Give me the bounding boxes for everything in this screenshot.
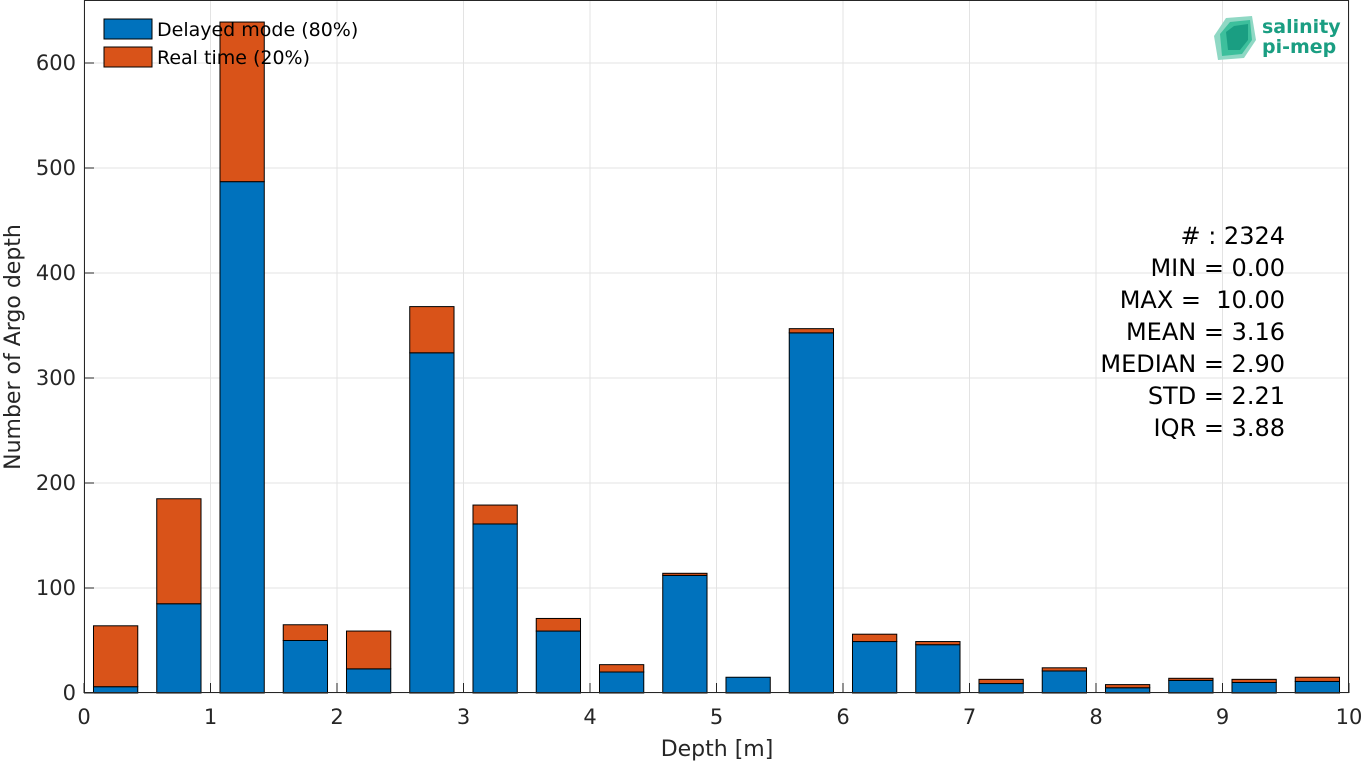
x-tick-label: 4: [583, 705, 596, 729]
bar-delayed-mode: [1041, 670, 1088, 694]
bar-real-time: [219, 21, 265, 183]
bar-delayed-mode: [915, 644, 961, 694]
legend-swatch-realtime: [103, 46, 153, 68]
bar-real-time: [409, 306, 455, 354]
y-tick-label: 400: [36, 261, 76, 285]
salinity-pimep-logo: salinity pi-mep: [1214, 16, 1341, 60]
bar-delayed-mode: [1231, 682, 1277, 694]
bar-real-time: [535, 617, 582, 632]
y-tick-label: 300: [36, 366, 76, 390]
bar-real-time: [1294, 676, 1341, 682]
bar-delayed-mode: [535, 630, 582, 694]
x-axis-ticks: 0 1 2 3 4 5 6 7 8 9 10: [77, 683, 1362, 729]
bar-delayed-mode: [345, 668, 392, 694]
legend-label-realtime: Real time (20%): [157, 47, 310, 69]
stat-max: MAX = 10.00: [1120, 286, 1285, 314]
y-tick-label: 100: [36, 576, 76, 600]
stat-min: MIN = 0.00: [1150, 254, 1285, 282]
bar-delayed-mode: [409, 352, 455, 694]
bar-real-time: [915, 641, 961, 646]
bar-delayed-mode: [598, 671, 645, 694]
y-tick-label: 600: [36, 51, 76, 75]
bar-delayed-mode: [851, 641, 898, 694]
bar-delayed-mode: [1294, 680, 1341, 694]
stat-std: STD = 2.21: [1148, 382, 1285, 410]
bar-real-time: [788, 328, 835, 334]
bar-delayed-mode: [282, 640, 329, 694]
x-axis-label: Depth [m]: [661, 737, 774, 762]
bar-delayed-mode: [156, 603, 202, 694]
bar-delayed-mode: [662, 574, 708, 694]
bar-real-time: [598, 664, 645, 673]
y-tick-label: 0: [63, 681, 76, 705]
logo-line1: salinity: [1262, 16, 1341, 38]
x-tick-label: 5: [710, 705, 723, 729]
bar-delayed-mode: [1168, 679, 1214, 694]
logo-line2: pi-mep: [1262, 36, 1336, 58]
bar-real-time: [282, 624, 329, 641]
bar-delayed-mode: [788, 332, 835, 694]
stat-count: # : 2324: [1180, 222, 1285, 250]
bar-real-time: [1104, 684, 1151, 689]
x-tick-label: 3: [457, 705, 470, 729]
bar-real-time: [472, 504, 518, 525]
y-axis-ticks: 0 100 200 300 400 500 600: [36, 51, 94, 705]
bar-delayed-mode: [472, 523, 518, 694]
bar-real-time: [345, 630, 392, 670]
bar-real-time: [1231, 678, 1277, 683]
y-axis-label: Number of Argo depth: [1, 224, 26, 470]
bar-real-time: [978, 678, 1024, 685]
x-tick-label: 9: [1216, 705, 1229, 729]
wave-logo-icon: [1214, 16, 1256, 60]
bar-real-time: [851, 633, 898, 643]
bar-real-time: [1168, 677, 1214, 681]
legend: Delayed mode (80%) Real time (20%): [103, 18, 358, 69]
y-tick-label: 500: [36, 156, 76, 180]
stat-iqr: IQR = 3.88: [1154, 414, 1285, 442]
x-tick-label: 6: [836, 705, 849, 729]
stats-annotation: # : 2324 MIN = 0.00 MAX = 10.00 MEAN = 3…: [1100, 222, 1285, 442]
stat-median: MEDIAN = 2.90: [1100, 350, 1285, 378]
x-tick-label: 8: [1089, 705, 1102, 729]
x-tick-label: 2: [330, 705, 343, 729]
x-tick-label: 0: [77, 705, 90, 729]
bar-delayed-mode: [219, 181, 265, 694]
bars-group: [92, 21, 1341, 694]
x-tick-label: 7: [963, 705, 976, 729]
stat-mean: MEAN = 3.16: [1126, 318, 1285, 346]
bar-delayed-mode: [725, 676, 771, 694]
legend-label-delayed: Delayed mode (80%): [157, 19, 358, 41]
bar-real-time: [92, 625, 139, 688]
bar-delayed-mode: [978, 683, 1024, 694]
x-tick-label: 10: [1336, 705, 1363, 729]
legend-swatch-delayed: [103, 18, 153, 40]
y-tick-label: 200: [36, 471, 76, 495]
bar-real-time: [1041, 667, 1088, 672]
bar-real-time: [662, 572, 708, 576]
bar-real-time: [156, 498, 202, 605]
x-tick-label: 1: [204, 705, 217, 729]
